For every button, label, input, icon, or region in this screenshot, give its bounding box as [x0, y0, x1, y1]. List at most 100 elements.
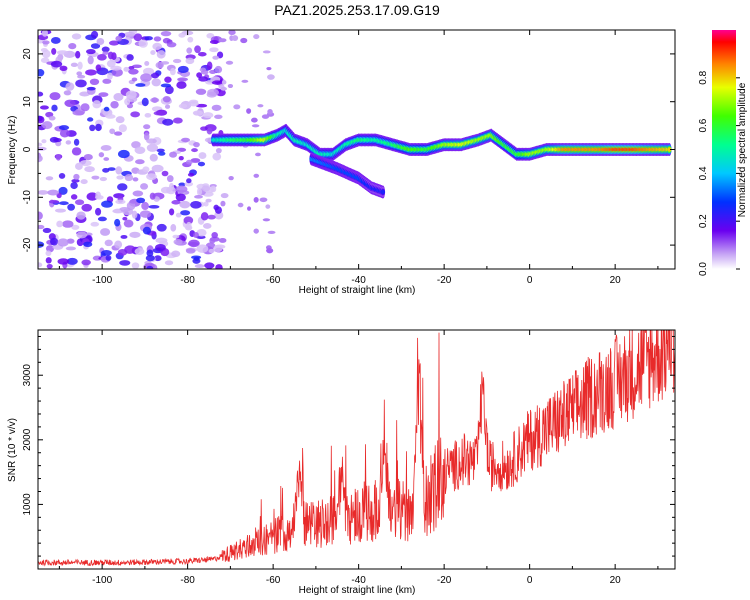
noise-blob [251, 124, 260, 128]
noise-blob [148, 204, 160, 209]
noise-blob [220, 200, 226, 207]
noise-blob [168, 208, 175, 216]
noise-blob [267, 108, 273, 115]
noise-blob [146, 249, 154, 257]
noise-blob [58, 172, 66, 179]
noise-blob [253, 228, 259, 234]
noise-blob [38, 154, 43, 163]
y-tick-label: 20 [22, 48, 33, 60]
noise-blob [98, 92, 109, 97]
y-tick-label: 3000 [22, 364, 33, 387]
x-tick-label: -40 [351, 575, 366, 586]
noise-blob [251, 117, 258, 123]
noise-blob [221, 80, 227, 85]
noise-blob [94, 123, 102, 132]
noise-blob [113, 92, 124, 101]
noise-blob [131, 141, 141, 149]
noise-blob [211, 231, 218, 239]
noise-blob [108, 40, 120, 46]
noise-blob [97, 216, 107, 222]
noise-blob [196, 244, 209, 253]
noise-blob [76, 231, 88, 239]
noise-blob [143, 124, 151, 130]
noise-blob [131, 64, 142, 69]
noise-blob [85, 69, 97, 76]
noise-blob [53, 137, 62, 143]
noise-blob [186, 47, 193, 54]
noise-blob [115, 166, 123, 175]
noise-blob [166, 41, 177, 48]
noise-blob [117, 183, 128, 191]
noise-blob [75, 50, 81, 59]
noise-blob [118, 124, 127, 133]
y-tick-label: 2000 [22, 428, 33, 451]
noise-blob [208, 248, 215, 254]
noise-blob [126, 54, 134, 61]
noise-blob [200, 70, 209, 75]
noise-blob [152, 42, 162, 51]
noise-blob [65, 140, 72, 145]
noise-blob [91, 175, 100, 180]
noise-blob [218, 237, 227, 243]
spectrogram-axis-ticks: -100 -80 -60 -40 -20 0 20 20 10 0 -10 -20 [22, 29, 675, 286]
spectrogram-heatmap [38, 30, 672, 269]
noise-blob [253, 34, 260, 40]
noise-blob [212, 152, 222, 161]
noise-blob [206, 127, 213, 135]
noise-blob [134, 146, 146, 154]
noise-blob [50, 37, 61, 44]
y-tick-label: 0 [22, 146, 33, 152]
noise-blob [209, 47, 219, 53]
noise-blob [142, 166, 150, 173]
noise-blob [151, 78, 161, 87]
noise-blob [38, 91, 44, 97]
x-tick-label: -40 [351, 275, 366, 286]
noise-blob [170, 224, 177, 232]
noise-blob [48, 199, 60, 204]
noise-blob [41, 30, 48, 37]
noise-blob [156, 50, 166, 59]
noise-blob [131, 210, 138, 219]
noise-blob [132, 177, 139, 182]
noise-blob [178, 155, 184, 161]
noise-blob [187, 172, 195, 177]
x-tick-label: -60 [266, 275, 281, 286]
noise-blob [190, 200, 202, 209]
noise-blob [101, 200, 113, 208]
noise-blob [259, 197, 268, 203]
noise-blob [177, 77, 189, 82]
colorbar-tick-label: 0.0 [698, 262, 709, 276]
noise-blob [107, 167, 116, 171]
y-tick-label: 10 [22, 96, 33, 108]
noise-blob [160, 31, 172, 37]
noise-blob [115, 199, 126, 205]
noise-blob [38, 142, 43, 147]
colorbar-gradient [712, 30, 736, 269]
noise-blob [185, 57, 195, 65]
noise-blob [124, 98, 131, 106]
noise-blob [95, 191, 101, 199]
noise-blob [45, 257, 52, 264]
noise-blob [84, 166, 95, 173]
noise-blob [71, 33, 82, 40]
noise-blob [45, 176, 54, 181]
noise-blob [166, 175, 174, 183]
noise-blob [146, 143, 159, 152]
noise-blob [67, 203, 75, 211]
x-tick-label: 0 [527, 275, 533, 286]
noise-blob [90, 43, 101, 49]
noise-blob [146, 265, 154, 269]
noise-blob [160, 83, 172, 88]
x-tick-label: 20 [610, 275, 622, 286]
noise-blob [95, 207, 102, 216]
colorbar-tick-label: 0.6 [698, 118, 709, 132]
noise-blob [193, 231, 199, 239]
noise-blob [215, 147, 222, 154]
noise-blob [206, 61, 213, 70]
noise-blob [51, 47, 57, 55]
snr-frame [37, 329, 676, 570]
noise-blob [253, 197, 259, 203]
noise-blob [41, 121, 53, 130]
x-tick-label: -60 [266, 575, 281, 586]
noise-blob [151, 164, 164, 173]
